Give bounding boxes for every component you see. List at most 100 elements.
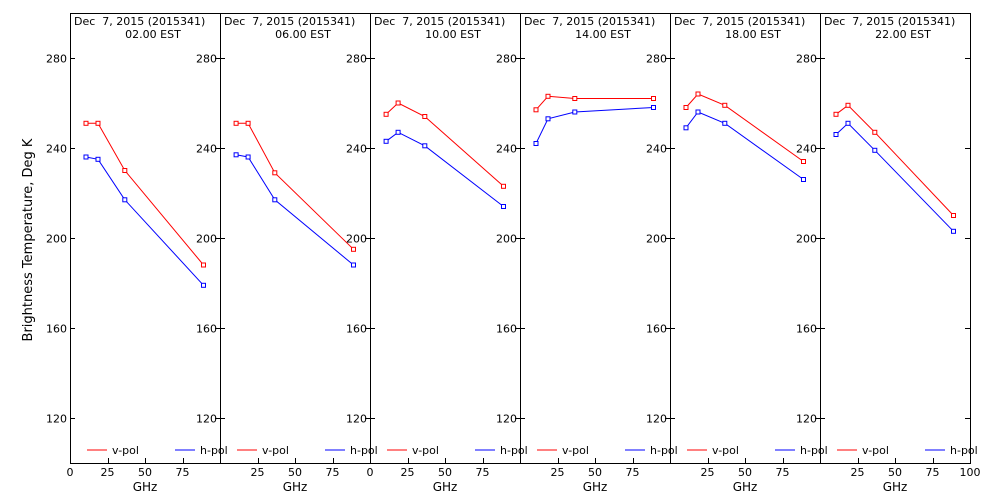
legend-label-h-pol: h-pol bbox=[500, 444, 528, 457]
y-tick-label: 280 bbox=[346, 53, 367, 66]
y-tick-label: 280 bbox=[496, 53, 517, 66]
data-point-h-pol bbox=[83, 154, 89, 160]
data-point-v-pol bbox=[351, 246, 356, 252]
data-point-h-pol bbox=[683, 125, 689, 131]
series-line-h-pol bbox=[385, 131, 504, 207]
x-tick-label: 0 bbox=[367, 466, 374, 479]
series-line-v-pol bbox=[685, 93, 804, 162]
series-line-h-pol bbox=[236, 154, 354, 266]
chart-title: Dec 7, 2015 (2015341) bbox=[224, 15, 355, 28]
y-tick-label: 200 bbox=[496, 233, 517, 246]
chart-subtitle: 18.00 EST bbox=[725, 28, 781, 41]
series-line-v-pol bbox=[535, 95, 654, 111]
legend-label-h-pol: h-pol bbox=[800, 444, 828, 457]
data-point-v-pol bbox=[872, 129, 878, 135]
x-tick-label: 25 bbox=[701, 466, 715, 479]
y-tick-label: 160 bbox=[346, 323, 367, 336]
data-point-h-pol bbox=[122, 197, 128, 203]
y-tick-label: 280 bbox=[646, 53, 667, 66]
data-point-v-pol bbox=[951, 213, 956, 218]
chart-panel-5: 120 160 200 240 280 25 50 75 GHz Dec 7, 2015 (201… bbox=[646, 13, 828, 494]
chart-panel-4: 120 160 200 240 280 25 50 75 GHz Dec 7, 2015 (201… bbox=[496, 13, 678, 494]
chart-subtitle: 06.00 EST bbox=[275, 28, 331, 41]
data-point-v-pol bbox=[801, 159, 806, 164]
data-point-v-pol bbox=[201, 262, 206, 268]
data-point-v-pol bbox=[545, 93, 551, 99]
data-point-v-pol bbox=[272, 170, 278, 176]
x-axis-label: GHz bbox=[133, 480, 158, 494]
legend-label-h-pol: h-pol bbox=[950, 444, 978, 457]
y-tick-label: 120 bbox=[646, 413, 667, 426]
x-tick-label: 50 bbox=[288, 466, 302, 479]
chart-subtitle: 22.00 EST bbox=[875, 28, 931, 41]
data-point-h-pol bbox=[695, 109, 701, 115]
series-line-h-pol bbox=[835, 122, 954, 232]
y-tick-label: 200 bbox=[796, 233, 817, 246]
data-point-v-pol bbox=[245, 120, 251, 126]
y-axis-title: Brightness Temperature, Deg K bbox=[21, 138, 36, 341]
series-line-v-pol bbox=[385, 102, 504, 187]
data-point-v-pol bbox=[683, 105, 689, 110]
chart-title: Dec 7, 2015 (2015341) bbox=[674, 15, 805, 28]
chart-title: Dec 7, 2015 (2015341) bbox=[524, 15, 655, 28]
x-tick-label: 25 bbox=[251, 466, 265, 479]
y-tick-label: 280 bbox=[196, 53, 217, 66]
y-tick-label: 160 bbox=[46, 323, 67, 336]
data-point-h-pol bbox=[395, 129, 401, 135]
data-point-h-pol bbox=[351, 262, 356, 268]
data-point-v-pol bbox=[501, 183, 506, 189]
data-point-h-pol bbox=[272, 197, 278, 203]
y-tick-label: 160 bbox=[646, 323, 667, 336]
data-point-h-pol bbox=[951, 228, 956, 234]
data-point-v-pol bbox=[83, 120, 89, 126]
x-axis-label: GHz bbox=[733, 480, 758, 494]
y-tick-label: 240 bbox=[346, 143, 367, 156]
x-tick-label: 25 bbox=[851, 466, 865, 479]
y-tick-label: 240 bbox=[796, 143, 817, 156]
series-line-v-pol bbox=[236, 122, 354, 250]
data-point-v-pol bbox=[422, 114, 428, 119]
legend-label-h-pol: h-pol bbox=[650, 444, 678, 457]
data-point-h-pol bbox=[651, 105, 656, 110]
data-point-h-pol bbox=[801, 177, 806, 182]
data-point-v-pol bbox=[572, 96, 578, 101]
x-tick-label: 75 bbox=[476, 466, 490, 479]
y-tick-label: 160 bbox=[496, 323, 517, 336]
data-point-h-pol bbox=[872, 147, 878, 153]
x-tick-label: 75 bbox=[326, 466, 340, 479]
y-tick-label: 120 bbox=[496, 413, 517, 426]
data-point-v-pol bbox=[833, 111, 839, 117]
y-tick-label: 200 bbox=[646, 233, 667, 246]
series-line-h-pol bbox=[685, 111, 804, 180]
legend-label-h-pol: h-pol bbox=[350, 444, 378, 457]
x-tick-label: 50 bbox=[738, 466, 752, 479]
data-point-v-pol bbox=[395, 100, 401, 106]
series-line-v-pol bbox=[835, 104, 954, 216]
x-tick-label: 0 bbox=[67, 466, 74, 479]
x-tick-label: 50 bbox=[138, 466, 152, 479]
legend-label-v-pol: v-pol bbox=[412, 444, 439, 457]
x-axis-label: GHz bbox=[583, 480, 608, 494]
series-line-v-pol bbox=[86, 122, 204, 266]
y-tick-label: 120 bbox=[796, 413, 817, 426]
data-point-h-pol bbox=[845, 120, 851, 126]
y-tick-label: 160 bbox=[196, 323, 217, 336]
legend-label-v-pol: v-pol bbox=[712, 444, 739, 457]
data-point-v-pol bbox=[533, 107, 539, 113]
data-point-v-pol bbox=[233, 120, 239, 126]
x-tick-label: 50 bbox=[888, 466, 902, 479]
data-point-h-pol bbox=[545, 116, 551, 122]
data-point-v-pol bbox=[695, 91, 701, 97]
data-point-h-pol bbox=[245, 154, 251, 160]
legend-label-v-pol: v-pol bbox=[112, 444, 139, 457]
y-tick-label: 240 bbox=[196, 143, 217, 156]
chart-title: Dec 7, 2015 (2015341) bbox=[824, 15, 955, 28]
chart-title: Dec 7, 2015 (2015341) bbox=[374, 15, 505, 28]
data-point-h-pol bbox=[833, 132, 839, 137]
series-line-h-pol bbox=[85, 156, 204, 286]
y-tick-label: 200 bbox=[196, 233, 217, 246]
chart-subtitle: 02.00 EST bbox=[125, 28, 181, 41]
legend-label-v-pol: v-pol bbox=[862, 444, 889, 457]
y-tick-label: 120 bbox=[346, 413, 367, 426]
